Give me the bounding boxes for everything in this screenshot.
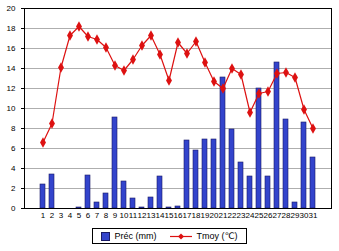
svg-text:20: 20 [7, 4, 16, 13]
svg-text:5: 5 [77, 211, 82, 220]
svg-text:6: 6 [11, 144, 16, 153]
html-text:Préc (mm): Préc (mm) [114, 231, 157, 241]
svg-text:14: 14 [7, 64, 16, 73]
svg-text:18: 18 [7, 24, 16, 33]
svg-text:10: 10 [7, 104, 16, 113]
svg-text:31: 31 [309, 211, 318, 220]
svg-text:2: 2 [50, 211, 55, 220]
svg-text:0: 0 [11, 204, 16, 213]
html-text:Tmoy (℃): Tmoy (℃) [196, 231, 238, 241]
svg-text:4: 4 [11, 164, 16, 173]
svg-text:3: 3 [59, 211, 64, 220]
svg-text:12: 12 [7, 84, 16, 93]
svg-text:9: 9 [113, 211, 118, 220]
svg-text:8: 8 [11, 124, 16, 133]
html-text:12 13 14 15 16 17 18 19 20 21: 12 13 14 15 16 17 18 19 20 21 22 23 24 2… [137, 211, 309, 221]
svg-text:4: 4 [68, 211, 73, 220]
svg-text:7: 7 [95, 211, 100, 220]
svg-text:11: 11 [129, 211, 138, 220]
svg-text:16: 16 [7, 44, 16, 53]
svg-text:1: 1 [41, 211, 46, 220]
svg-text:10: 10 [120, 211, 129, 220]
svg-text:8: 8 [104, 211, 109, 220]
svg-text:2: 2 [11, 184, 16, 193]
svg-text:6: 6 [86, 211, 91, 220]
